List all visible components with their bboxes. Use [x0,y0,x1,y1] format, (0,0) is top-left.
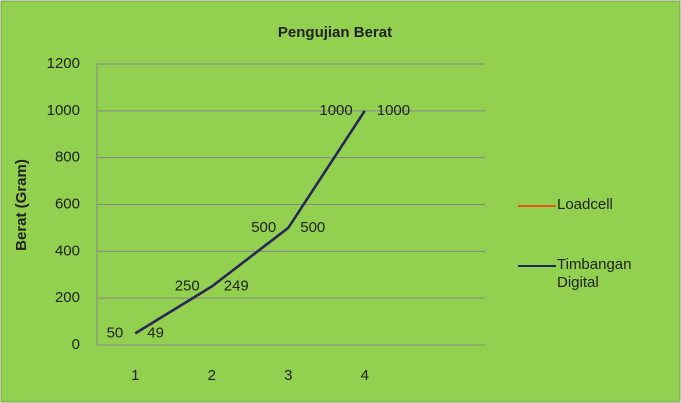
y-tick-label: 0 [72,336,80,353]
legend-item: Loadcell [518,196,638,214]
y-tick-label: 800 [55,149,80,166]
x-tick-label: 2 [208,367,216,384]
data-label: 1000 [377,102,410,119]
data-label: 500 [300,219,325,236]
data-label: 1000 [319,102,352,119]
y-tick-label: 200 [55,289,80,306]
data-label: 250 [175,277,200,294]
data-label: 500 [251,219,276,236]
legend-label: Loadcell [557,196,613,213]
y-tick-label: 1200 [47,55,80,72]
y-tick-label: 600 [55,195,80,212]
legend-swatch [518,205,556,207]
legend-swatch [518,265,556,267]
y-tick-label: 400 [55,242,80,259]
y-tick-label: 1000 [47,102,80,119]
data-label: 50 [107,324,124,341]
y-axis-label: Berat (Gram) [13,159,30,251]
data-label: 249 [224,278,249,295]
x-tick-label: 1 [131,367,139,384]
legend-label: Timbangan Digital [557,256,632,291]
legend-item: Timbangan Digital [518,256,638,292]
x-tick-label: 4 [361,367,369,384]
data-label: 49 [147,324,164,341]
series-line [134,110,366,335]
x-tick-label: 3 [284,367,292,384]
chart-title: Pengujian Berat [278,24,392,41]
